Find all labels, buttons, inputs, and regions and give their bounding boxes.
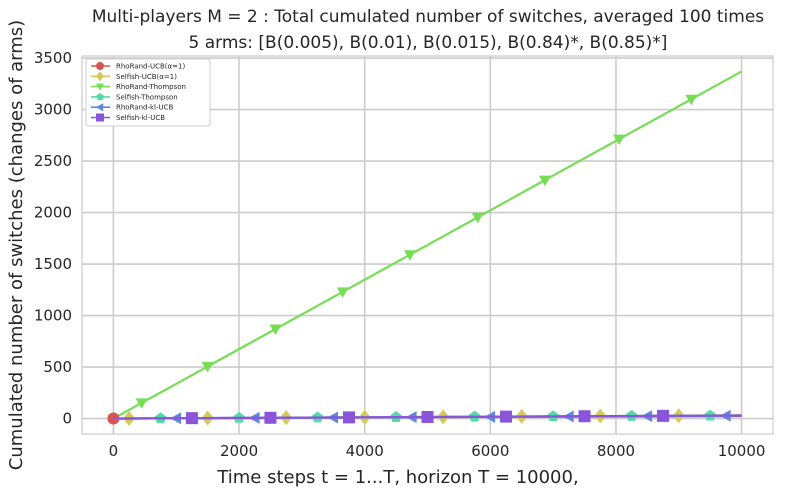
legend-label: RhoRand-kl-UCB [116,104,174,112]
series-marker [264,411,277,424]
series-group [113,409,742,425]
series-marker [269,324,282,335]
legend-swatch-marker [96,92,104,101]
series-marker [135,398,148,409]
series-marker [421,411,434,424]
legend-label: Selfish-Thompson [116,93,178,101]
series-marker [500,410,513,423]
y-tick-label: 2000 [34,204,72,222]
series-marker [403,250,416,261]
series-group [112,70,743,420]
y-tick-label: 1500 [34,255,72,273]
legend-swatch-marker [96,62,104,70]
legend-box [85,58,211,127]
x-tick-label: 10000 [718,442,766,460]
series-marker [538,175,551,187]
series-marker [685,94,698,106]
y-tick-label: 3500 [34,49,72,67]
series-marker [657,409,670,422]
series-line [112,70,743,420]
legend-swatch-marker [96,103,104,112]
legend-swatch-marker [96,83,104,91]
x-tick-label: 8000 [597,442,635,460]
y-tick-label: 0 [62,410,72,428]
y-axis-label: Cumulated number of switches (changes of… [6,20,27,470]
y-tick-label: 1000 [34,307,72,325]
x-tick-label: 0 [109,442,119,460]
series-marker [336,287,349,298]
legend-swatch-marker [96,71,104,82]
series-marker [471,212,484,224]
x-tick-label: 6000 [471,442,509,460]
series-marker [185,412,198,425]
series-marker [342,411,355,424]
x-tick-label: 2000 [220,442,258,460]
series-marker [201,361,214,373]
series-marker [107,412,120,425]
chart-title: Multi-players M = 2 : Total cumulated nu… [92,7,764,27]
legend-label: Selfish-kl-UCB [116,114,165,122]
y-tick-label: 2500 [34,152,72,170]
series-marker [578,410,591,423]
chart-subtitle: 5 arms: [B(0.005), B(0.01), B(0.015), B(… [189,33,668,53]
legend-swatch-marker [96,113,104,122]
x-axis-label: Time steps t = 1...T, horizon T = 10000, [216,467,578,488]
y-tick-label: 500 [43,358,72,376]
legend-label: Selfish-UCB(α=1) [116,73,177,81]
legend-label: RhoRand-UCB(α=1) [116,63,185,71]
legend-label: RhoRand-Thompson [116,83,186,91]
series-marker [613,134,626,146]
x-tick-label: 4000 [346,442,384,460]
y-tick-label: 3000 [34,101,72,119]
